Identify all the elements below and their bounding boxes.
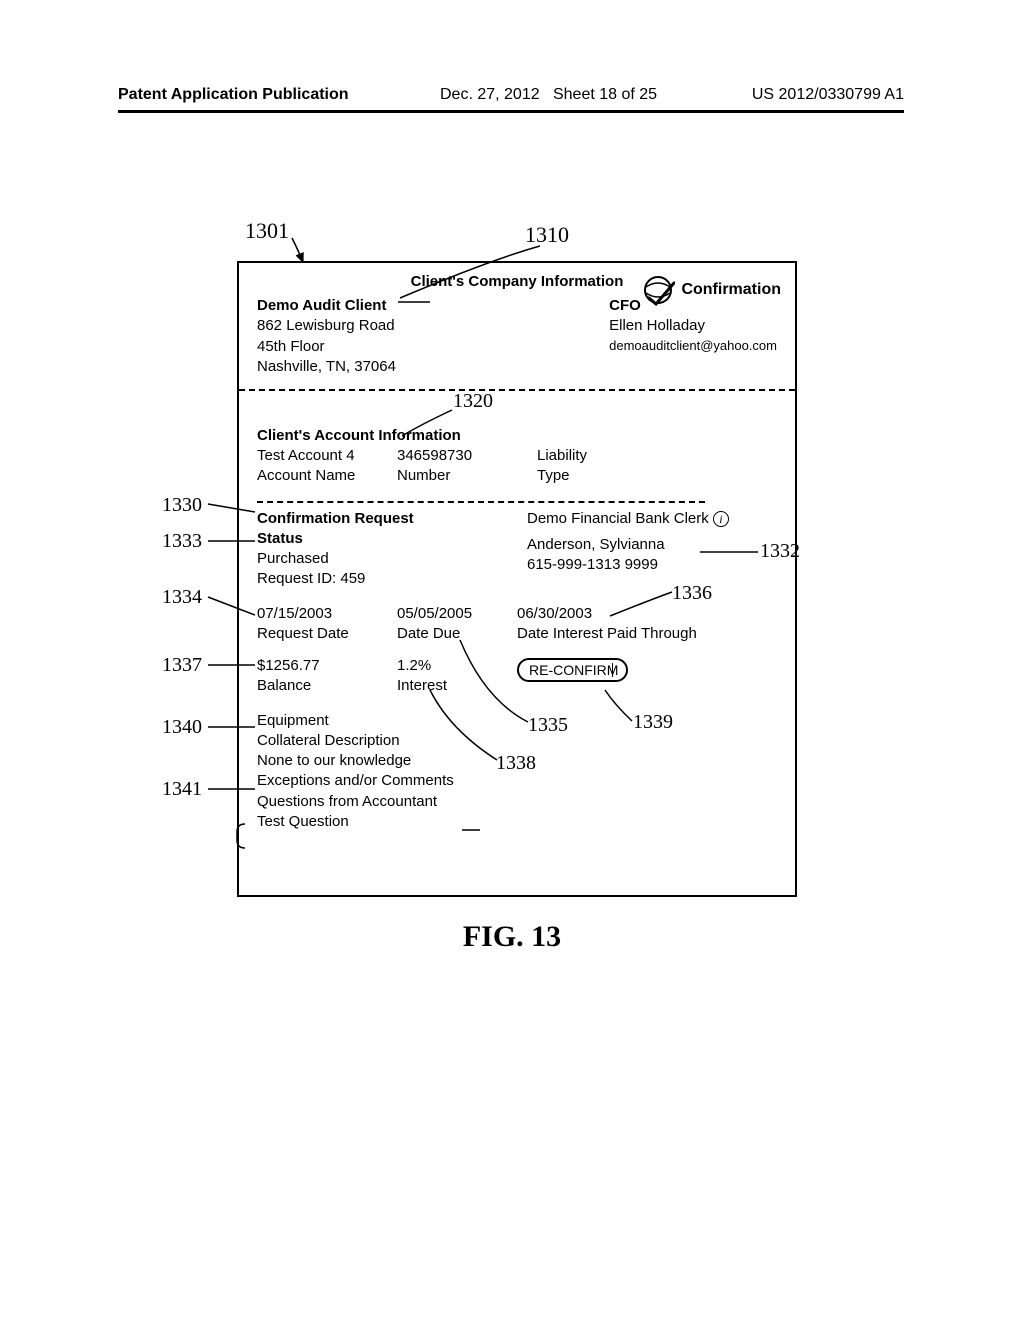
ref-1330: 1330 [162,494,202,517]
request-date-label: Request Date [257,624,387,644]
clerk-phone: 615-999-1313 9999 [527,555,777,575]
ref-1334: 1334 [162,586,202,609]
account-info-title: Client's Account Information [257,427,777,444]
collateral-value: Equipment [257,711,777,731]
collateral-label: Collateral Description [257,731,777,751]
date-due-label: Date Due [397,624,507,644]
ref-1301: 1301 [245,218,289,244]
account-name-value: Test Account 4 [257,446,387,466]
interest-paid-value: 06/30/2003 [517,604,727,624]
ref-1337: 1337 [162,654,202,677]
logo-text: Confirmation [681,281,781,299]
confirmation-logo: Confirmation [641,273,781,307]
header-rule [118,110,904,113]
balance-label: Balance [257,676,387,696]
header-date: Dec. 27, 2012 [440,86,540,103]
date-due-value: 05/05/2005 [397,604,507,624]
request-date-value: 07/15/2003 [257,604,387,624]
confirmation-panel: Client's Company Information Demo Audit … [237,261,797,897]
reconfirm-button[interactable]: RE-CONFIRM [517,658,628,682]
ref-1310: 1310 [525,222,569,248]
cfo-email: demoauditclient@yahoo.com [609,337,777,355]
header-sheet: Sheet 18 of 25 [553,86,657,103]
company-addr3: Nashville, TN, 37064 [257,357,579,377]
balance-value: $1256.77 [257,656,387,676]
account-type-value: Liability [537,446,647,466]
account-type-label: Type [537,466,647,486]
header-date-sheet: Dec. 27, 2012 Sheet 18 of 25 [440,86,657,104]
ref-1333: 1333 [162,530,202,553]
ref-1340: 1340 [162,716,202,739]
interest-paid-label: Date Interest Paid Through [517,624,727,644]
bank-clerk-text: Demo Financial Bank Clerk [527,510,709,527]
header-pubno: US 2012/0330799 A1 [752,86,904,104]
info-icon[interactable]: i [713,511,729,527]
interest-value: 1.2% [397,656,507,676]
figure-label: FIG. 13 [0,920,1024,954]
confirmation-request-title: Confirmation Request [257,509,527,529]
exceptions-label: Exceptions and/or Comments [257,771,777,791]
cfo-name: Ellen Holladay [609,316,777,336]
clerk-name: Anderson, Sylvianna [527,535,777,555]
interest-label: Interest [397,676,507,696]
questions-label: Questions from Accountant [257,792,777,812]
questions-value: Test Question [257,812,777,832]
company-addr1: 862 Lewisburg Road [257,316,579,336]
account-name-label: Account Name [257,466,387,486]
globe-check-icon [641,273,675,307]
company-name: Demo Audit Client [257,296,579,316]
questions-label-text: Questions from Accountant [257,793,437,810]
exceptions-value: None to our knowledge [257,751,777,771]
request-id: Request ID: 459 [257,569,527,589]
company-addr2: 45th Floor [257,337,579,357]
status-value: Purchased [257,549,527,569]
status-label: Status [257,529,527,549]
header-publication: Patent Application Publication [118,86,349,104]
account-number-label: Number [397,466,507,486]
ref-1341: 1341 [162,778,202,801]
account-number-value: 346598730 [397,446,507,466]
bank-clerk-label: Demo Financial Bank Clerk i [527,509,777,529]
